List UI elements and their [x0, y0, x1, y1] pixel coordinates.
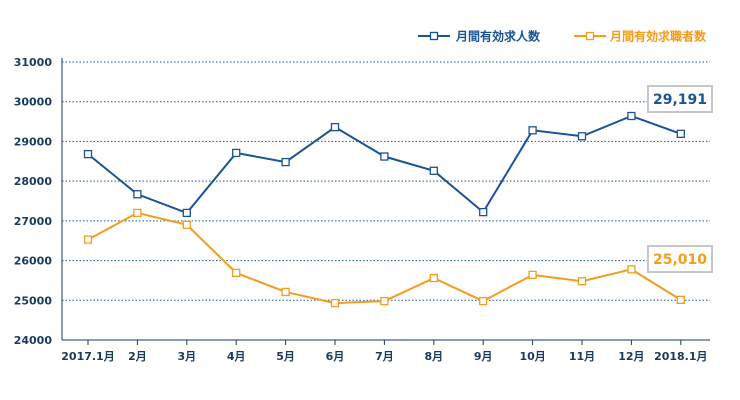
x-tick-label: 2017.1月: [61, 350, 114, 363]
data-point: [479, 296, 488, 306]
x-tick-label: 6月: [326, 350, 345, 363]
callouts: 29,191 25,010: [647, 85, 713, 273]
legend-marker-1: [585, 31, 595, 41]
y-tick-label: 30000: [14, 96, 53, 109]
data-point: [232, 148, 241, 158]
data-point: [133, 190, 142, 199]
data-point: [182, 208, 191, 218]
legend-label-0: 月間有効求人数: [455, 29, 541, 44]
data-point: [330, 298, 340, 308]
x-tick-label: 4月: [227, 350, 246, 363]
y-tick-label: 31000: [14, 56, 53, 69]
x-tick-label: 12月: [618, 350, 644, 363]
data-point: [83, 149, 93, 159]
data-point: [528, 126, 537, 135]
callout-value: 25,010: [653, 252, 707, 268]
data-point: [627, 111, 636, 121]
legend: 月間有効求人数 月間有効求職者数: [418, 29, 707, 44]
y-tick-label: 28000: [14, 175, 53, 188]
data-point: [676, 295, 685, 305]
x-tick-label: 2月: [128, 350, 147, 363]
legend-marker-0: [429, 31, 439, 41]
callout-box: [647, 245, 713, 273]
data-point: [281, 157, 290, 167]
series-group: [83, 111, 685, 308]
data-point: [577, 132, 587, 141]
y-tick-label: 24000: [14, 334, 53, 347]
grid-lines: [62, 61, 710, 301]
y-tick-label: 29000: [14, 135, 53, 148]
data-point: [380, 152, 389, 161]
x-tick-label: 8月: [424, 350, 443, 363]
data-point: [528, 270, 537, 280]
data-point: [83, 235, 93, 244]
data-point: [330, 122, 340, 132]
data-point: [479, 207, 488, 217]
y-tick-label: 25000: [14, 294, 53, 307]
legend-label-1: 月間有効求職者数: [609, 29, 707, 44]
y-tick-label: 26000: [14, 255, 53, 268]
x-tick-label: 5月: [276, 350, 295, 363]
data-point: [676, 129, 685, 138]
data-point: [232, 268, 241, 278]
data-point: [429, 273, 438, 283]
x-tick-label: 11月: [569, 350, 595, 363]
y-axis-ticks: 24000 25000 26000 27000 28000 29000 30000 31000: [14, 56, 53, 347]
data-point: [133, 208, 142, 218]
data-point: [281, 287, 290, 297]
data-point: [429, 166, 438, 175]
series-line-0: [87, 114, 682, 215]
x-tick-label: 9月: [474, 350, 493, 363]
data-point: [380, 296, 389, 306]
data-point: [577, 277, 587, 286]
series-line-1: [87, 211, 682, 305]
y-tick-label: 27000: [14, 215, 53, 228]
x-tick-label: 2018.1月: [654, 350, 707, 363]
x-tick-label: 7月: [375, 350, 394, 363]
axes: [61, 58, 710, 341]
data-point: [182, 220, 191, 229]
callout-value: 29,191: [653, 92, 707, 108]
callout-box: [647, 85, 713, 113]
x-axis-ticks: 2017.1月 2月 3月 4月 5月 6月 7月 8月 9月 10月 11月 12月 2018.1月: [61, 340, 708, 363]
x-tick-label: 3月: [177, 350, 196, 363]
data-point: [627, 265, 636, 274]
x-tick-label: 10月: [519, 350, 545, 363]
